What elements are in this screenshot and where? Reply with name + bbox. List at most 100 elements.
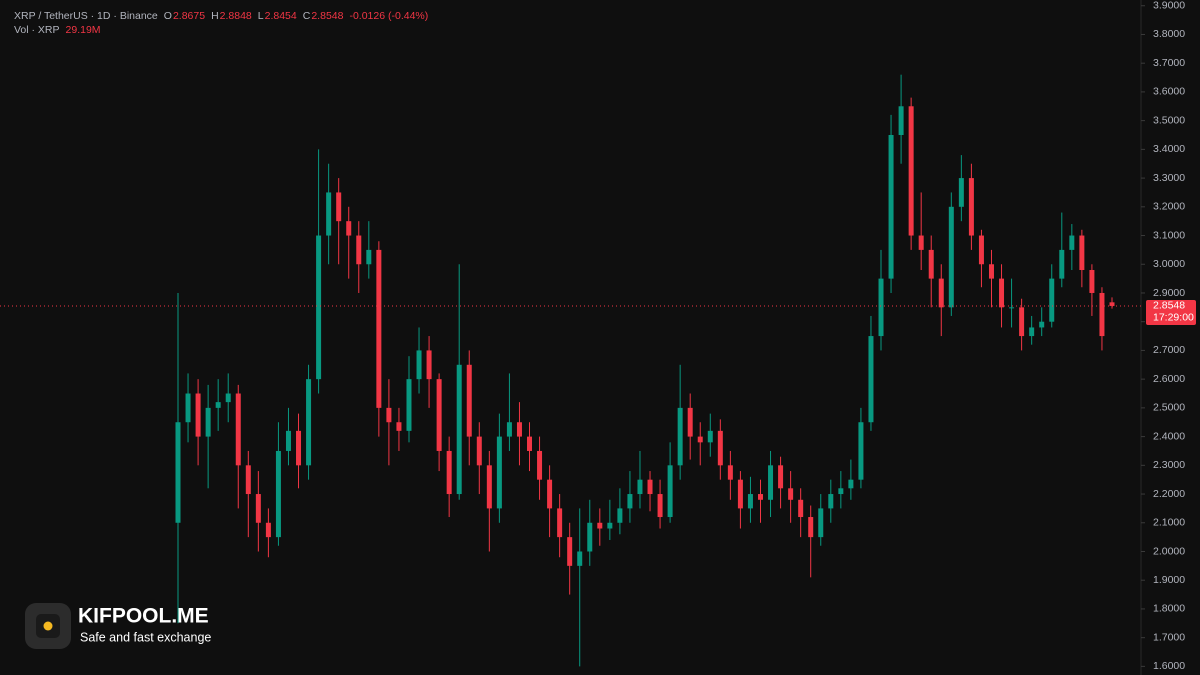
candle-body — [185, 393, 191, 423]
candle-body — [657, 494, 663, 518]
symbol: XRP / TetherUS · 1D · Binance — [14, 10, 158, 22]
y-tick-label: 3.9000 — [1153, 0, 1185, 12]
candle-body — [506, 422, 512, 437]
candle-body — [346, 221, 352, 236]
y-tick-label: 3.7000 — [1153, 57, 1185, 69]
candle-body — [537, 450, 543, 480]
candle-body — [446, 450, 452, 495]
y-tick-label: 3.2000 — [1153, 201, 1185, 213]
brand: KIFPOOL.ME — [78, 605, 209, 628]
candle-body — [366, 249, 372, 265]
y-tick-label: 3.8000 — [1153, 28, 1185, 40]
candle-body — [496, 436, 502, 509]
candle-body — [296, 430, 302, 466]
y-tick-label: 2.6000 — [1153, 373, 1185, 385]
candle-body — [597, 522, 603, 529]
tagline: Safe and fast exchange — [80, 630, 211, 644]
y-tick-label: 2.4000 — [1153, 430, 1185, 442]
y-tick-label: 1.6000 — [1153, 660, 1185, 672]
ohlc-label: H — [211, 10, 219, 22]
candle-body — [828, 494, 834, 509]
candle-body — [416, 350, 422, 380]
candle-body — [627, 494, 633, 509]
ohlc-label: C — [303, 10, 311, 22]
candle-body — [717, 430, 723, 466]
candle-body — [918, 235, 924, 250]
candle-body — [647, 479, 653, 495]
y-tick-label: 2.2000 — [1153, 488, 1185, 500]
ohlc-value: 2.8848 — [220, 10, 252, 22]
y-tick-label: 2.5000 — [1153, 402, 1185, 414]
candle-body — [205, 407, 211, 437]
last-price: 2.8548 — [1153, 300, 1185, 312]
candle-body — [336, 192, 342, 222]
candle-body — [788, 488, 794, 500]
candle-body — [1029, 327, 1035, 337]
candle-body — [577, 551, 583, 566]
candle-body — [265, 522, 271, 538]
y-tick-label: 1.8000 — [1153, 603, 1185, 615]
candle-body — [1069, 235, 1075, 250]
candle-body — [235, 393, 241, 466]
candle-body — [607, 522, 613, 529]
ohlc-label: O — [164, 10, 172, 22]
candle-body — [516, 422, 522, 437]
candle-body — [978, 235, 984, 265]
ohlc-value: 2.8454 — [265, 10, 297, 22]
candle-body — [567, 537, 573, 566]
candle-body — [958, 178, 964, 207]
candle-body — [547, 479, 553, 509]
candle-body — [1059, 249, 1065, 279]
candle-body — [1049, 278, 1055, 322]
candle-body — [727, 465, 733, 480]
y-tick-label: 1.9000 — [1153, 574, 1185, 586]
candle-body — [818, 508, 824, 538]
y-tick-label: 3.0000 — [1153, 258, 1185, 270]
ohlc-value: 2.8675 — [173, 10, 205, 22]
candle-body — [306, 379, 312, 466]
candle-body — [175, 422, 181, 523]
y-tick-label: 3.4000 — [1153, 143, 1185, 155]
candle-body — [908, 106, 914, 236]
candle-body — [527, 436, 533, 451]
y-tick-label: 2.0000 — [1153, 545, 1185, 557]
last-price-box — [1146, 299, 1196, 325]
candle-body — [557, 508, 563, 538]
candle-body — [938, 278, 944, 308]
candle-body — [838, 488, 844, 495]
y-tick-label: 2.3000 — [1153, 459, 1185, 471]
candle-body — [737, 479, 743, 509]
candle-body — [406, 379, 412, 431]
y-tick-label: 3.1000 — [1153, 229, 1185, 241]
candle-body — [1009, 307, 1015, 309]
candle-body — [928, 249, 934, 279]
candle-body — [707, 430, 713, 443]
candle-body — [968, 178, 974, 236]
candle-body — [637, 479, 643, 495]
candle-body — [617, 508, 623, 523]
candle-body — [747, 494, 753, 509]
candle-body — [275, 450, 281, 538]
candle-body — [999, 278, 1005, 308]
candle-body — [1099, 292, 1105, 337]
y-tick-label: 2.7000 — [1153, 344, 1185, 356]
candle-body — [376, 249, 382, 408]
candle-body — [1109, 302, 1115, 306]
candle-body — [757, 494, 763, 500]
candle-body — [245, 465, 251, 495]
candle-body — [677, 407, 683, 466]
candle-body — [848, 479, 854, 489]
candle-body — [858, 422, 864, 480]
candle-body — [225, 393, 231, 403]
candle-body — [697, 436, 703, 443]
candle-body — [667, 465, 673, 518]
y-tick-label: 3.6000 — [1153, 86, 1185, 98]
candle-body — [898, 106, 904, 135]
candle-body — [768, 465, 774, 500]
candle-body — [215, 402, 221, 408]
candle-body — [195, 393, 201, 437]
candle-body — [1019, 307, 1025, 337]
ohlc-value: 2.8548 — [311, 10, 343, 22]
y-tick-label: 3.5000 — [1153, 114, 1185, 126]
